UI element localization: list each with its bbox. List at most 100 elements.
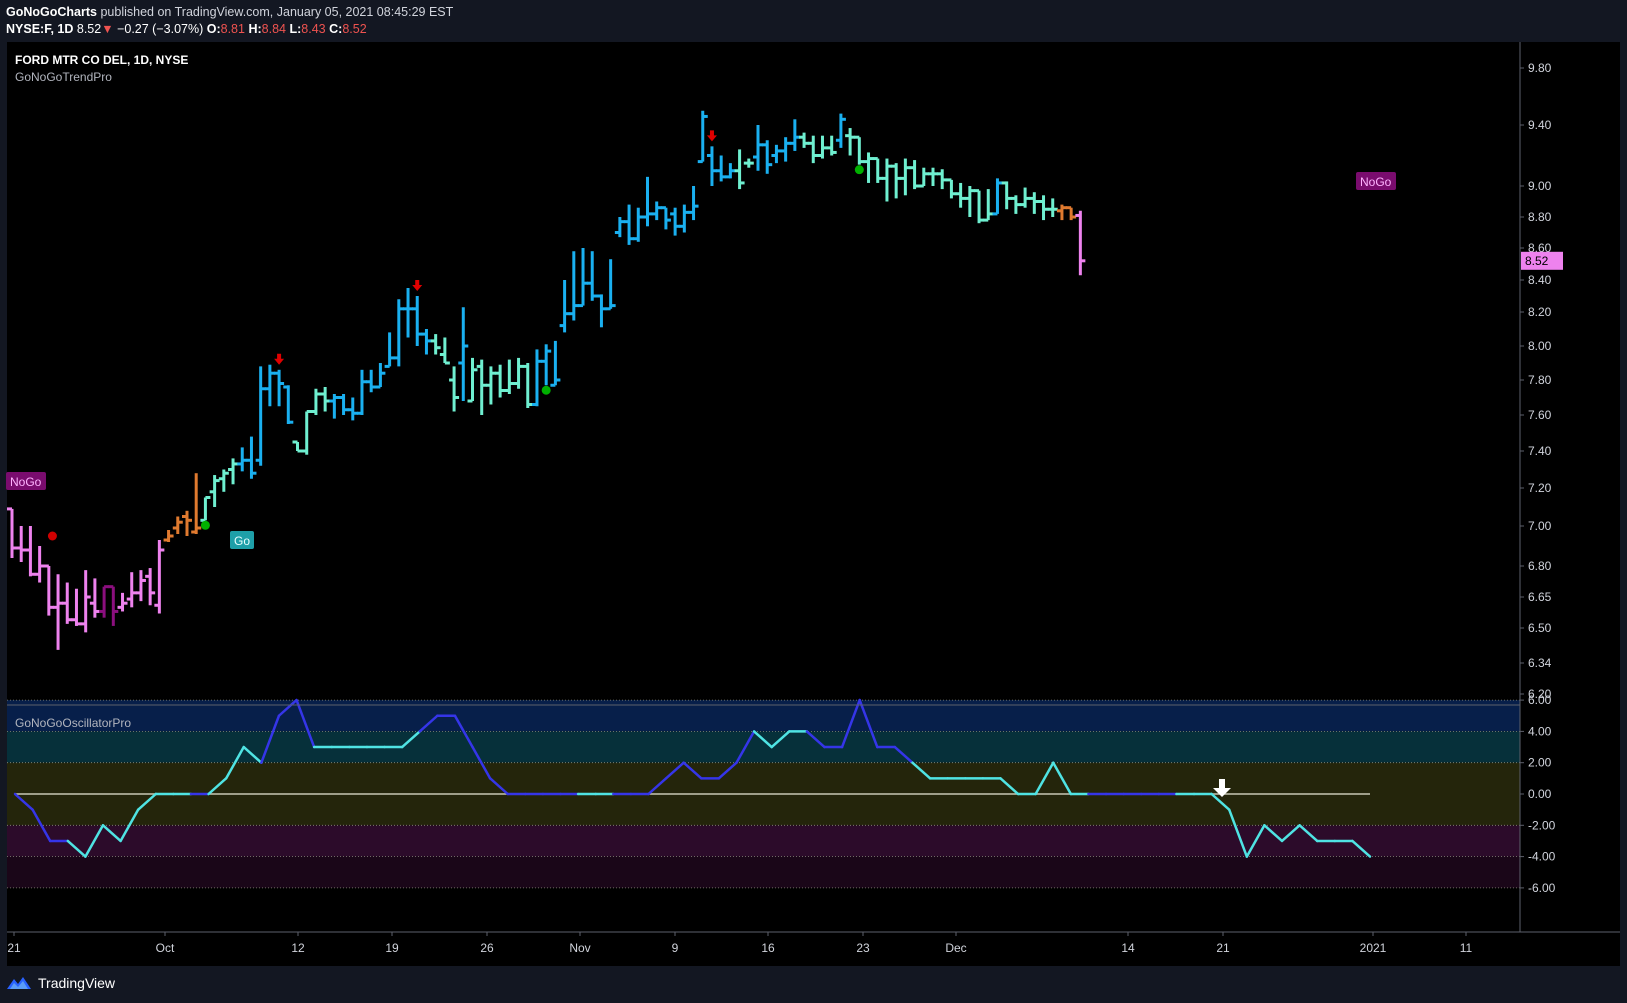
oscillator-segment bbox=[1210, 792, 1231, 811]
oscillator-segment bbox=[1245, 824, 1266, 858]
ohlc-bar bbox=[154, 540, 165, 614]
ohlc-line: NYSE:F, 1D 8.52▼ −0.27 (−3.07%) O:8.81 H… bbox=[6, 21, 453, 38]
price-tick-label: 7.20 bbox=[1528, 481, 1552, 495]
close-label: C: bbox=[329, 22, 343, 36]
oscillator-segment bbox=[260, 714, 281, 764]
ohlc-bar bbox=[366, 369, 377, 393]
ohlc-bar bbox=[43, 564, 54, 616]
oscillator-segment bbox=[893, 745, 914, 764]
time-tick-label: 21 bbox=[1216, 941, 1230, 955]
ohlc-bar bbox=[439, 337, 450, 365]
nogo-dot-icon bbox=[47, 531, 57, 541]
ohlc-bar bbox=[384, 332, 395, 368]
ohlc-bar bbox=[191, 473, 202, 534]
ohlc-bar bbox=[1010, 195, 1021, 214]
ohlc-bar bbox=[780, 137, 791, 162]
oscillator-segment bbox=[735, 730, 756, 764]
oscillator-segment bbox=[84, 824, 105, 858]
oscillator-segment bbox=[858, 698, 879, 749]
price-tick-label: 8.40 bbox=[1528, 273, 1552, 287]
price-tick-label: 6.65 bbox=[1528, 590, 1552, 604]
ohlc-bar bbox=[835, 113, 846, 148]
ohlc-bar bbox=[909, 160, 920, 190]
ohlc-bar bbox=[99, 585, 110, 618]
ohlc-bar bbox=[218, 469, 229, 492]
price-tick-label: 8.60 bbox=[1528, 241, 1552, 255]
ohlc-bar bbox=[679, 204, 690, 233]
ohlc-bar bbox=[872, 157, 883, 183]
ohlc-bar bbox=[421, 329, 432, 355]
time-tick-label: 14 bbox=[1121, 941, 1135, 955]
time-tick-label: 26 bbox=[480, 941, 494, 955]
ohlc-bar bbox=[338, 394, 349, 415]
ohlc-bar bbox=[559, 280, 570, 333]
ohlc-bar bbox=[992, 178, 1003, 216]
time-tick-label: Nov bbox=[569, 941, 590, 955]
osc-tick-label: 4.00 bbox=[1528, 724, 1552, 738]
oscillator-segment bbox=[13, 792, 34, 811]
oscillator-segment bbox=[717, 761, 738, 780]
ohlc-bar bbox=[108, 585, 119, 626]
ohlc-bar bbox=[163, 530, 174, 542]
ohlc-bar bbox=[743, 158, 754, 168]
oscillator-segment bbox=[770, 730, 791, 749]
osc-tick-label: -2.00 bbox=[1528, 818, 1556, 832]
ohlc-bar bbox=[449, 366, 460, 412]
ohlc-bar bbox=[476, 359, 487, 415]
ohlc-bar bbox=[845, 128, 856, 156]
ohlc-bar bbox=[983, 189, 994, 222]
red-down-arrow-icon bbox=[706, 130, 717, 142]
ohlc-bar bbox=[1038, 195, 1049, 221]
oscillator-segment bbox=[752, 730, 773, 749]
time-tick-label: 11 bbox=[1460, 941, 1473, 955]
red-down-arrow-icon bbox=[412, 280, 423, 291]
trend-indicator-name[interactable]: GoNoGoTrendPro bbox=[15, 70, 112, 84]
price-pane-title: FORD MTR CO DEL, 1D, NYSE bbox=[15, 53, 188, 67]
high-value: 8.84 bbox=[261, 22, 286, 36]
ohlc-bar bbox=[80, 570, 91, 633]
price-tick-label: 6.50 bbox=[1528, 621, 1552, 635]
ohlc-bar bbox=[126, 572, 137, 608]
ohlc-bar bbox=[485, 366, 496, 405]
ohlc-bar bbox=[799, 132, 810, 148]
oscillator-segment bbox=[471, 745, 492, 780]
ohlc-bar bbox=[430, 334, 441, 355]
symbol-label[interactable]: NYSE:F, 1D bbox=[6, 22, 74, 36]
ohlc-bar bbox=[863, 152, 874, 183]
time-tick-label: 12 bbox=[291, 941, 305, 955]
time-tick-label: 19 bbox=[385, 941, 399, 955]
price-tick-label: 9.00 bbox=[1528, 179, 1552, 193]
ohlc-bar bbox=[504, 359, 515, 394]
ohlc-bar bbox=[688, 186, 699, 221]
tradingview-footer[interactable]: TradingView bbox=[6, 975, 115, 991]
time-tick-label: 16 bbox=[761, 941, 775, 955]
ohlc-bar bbox=[596, 294, 607, 328]
signal-label-box bbox=[1356, 172, 1396, 190]
price-tick-label: 6.80 bbox=[1528, 559, 1552, 573]
oscillator-indicator-name[interactable]: GoNoGoOscillatorPro bbox=[15, 716, 131, 730]
oscillator-segment bbox=[664, 761, 685, 780]
oscillator-segment bbox=[31, 808, 52, 843]
ohlc-bar bbox=[891, 163, 902, 199]
publisher-name[interactable]: GoNoGoCharts bbox=[6, 5, 97, 19]
ohlc-bar bbox=[1066, 206, 1077, 221]
ohlc-bar bbox=[264, 364, 275, 407]
signal-label-box bbox=[6, 472, 46, 490]
oscillator-segment bbox=[1263, 824, 1284, 843]
ohlc-bar bbox=[642, 176, 653, 227]
ohlc-bar bbox=[117, 592, 128, 612]
ohlc-bar bbox=[541, 344, 552, 386]
ohlc-bar bbox=[255, 366, 266, 466]
price-tick-label: 7.60 bbox=[1528, 408, 1552, 422]
osc-tick-label: -6.00 bbox=[1528, 881, 1556, 895]
ohlc-bar bbox=[89, 578, 100, 618]
signal-label-box bbox=[230, 531, 254, 549]
oscillator-segment bbox=[911, 761, 932, 780]
oscillator-segment bbox=[1051, 761, 1073, 796]
oscillator-segment bbox=[295, 698, 316, 749]
price-tick-label: 8.80 bbox=[1528, 210, 1552, 224]
open-value: 8.81 bbox=[220, 22, 245, 36]
go-dot-icon bbox=[541, 385, 551, 395]
ohlc-bar bbox=[918, 167, 929, 188]
